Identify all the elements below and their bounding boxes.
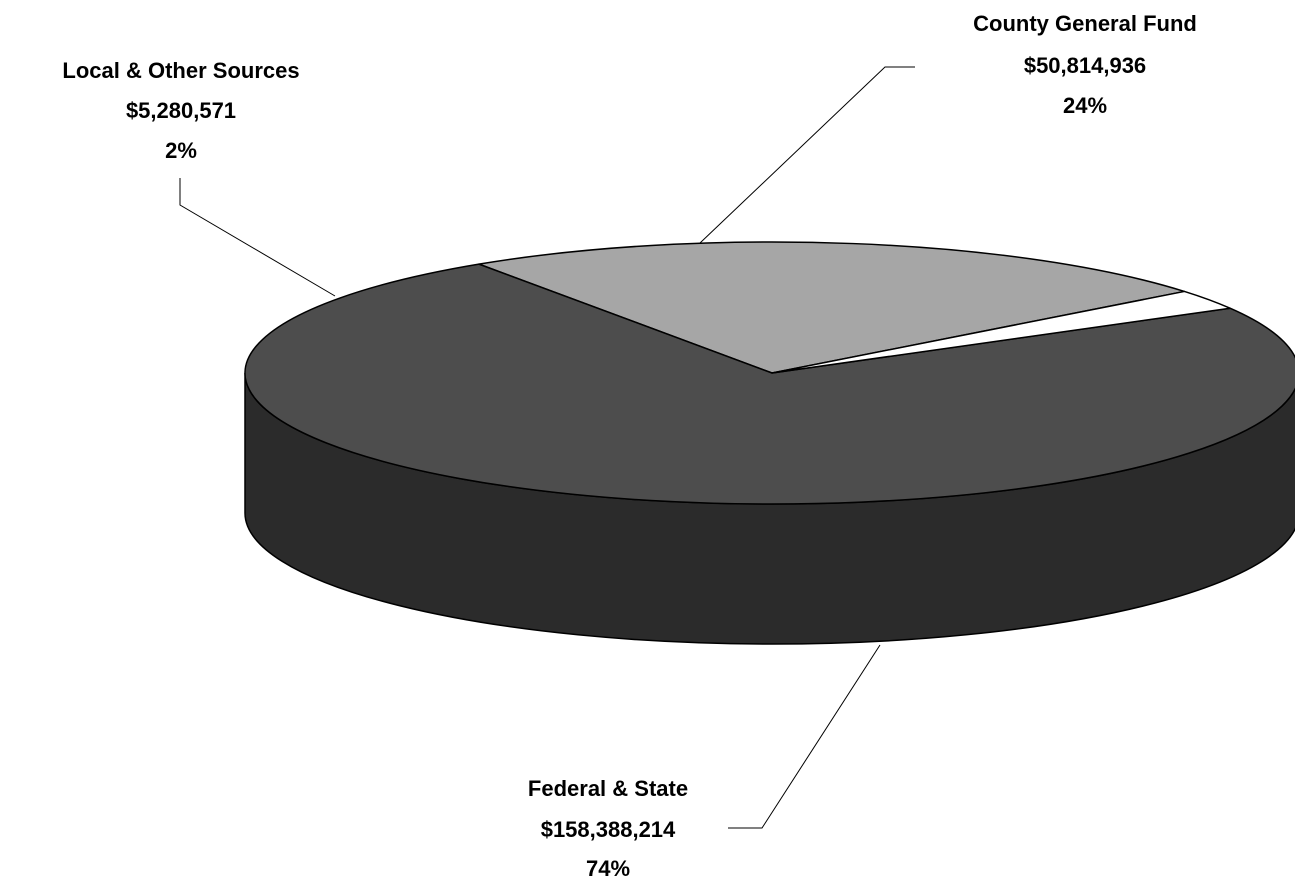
leader-line-local	[179, 178, 336, 297]
leader-line-federal	[728, 644, 881, 829]
pie-slice-local-other-sources	[771, 290, 1231, 374]
slice-percent-local-other-sources: 2%	[165, 138, 197, 163]
slice-label-local-other-sources: Local & Other Sources	[62, 58, 299, 83]
slice-label-county-general-fund: County General Fund	[973, 11, 1197, 36]
slice-amount-county-general-fund: $50,814,936	[1024, 53, 1146, 78]
pie-slice-county-general-fund	[478, 241, 1186, 374]
slice-percent-federal-state: 74%	[586, 856, 630, 880]
slice-percent-county-general-fund: 24%	[1063, 93, 1107, 118]
slice-amount-local-other-sources: $5,280,571	[126, 98, 236, 123]
slice-amount-federal-state: $158,388,214	[541, 817, 676, 842]
slice-label-federal-state: Federal & State	[528, 776, 688, 801]
leader-line-county	[699, 66, 915, 244]
pie-slice-federal-state	[244, 263, 1295, 505]
